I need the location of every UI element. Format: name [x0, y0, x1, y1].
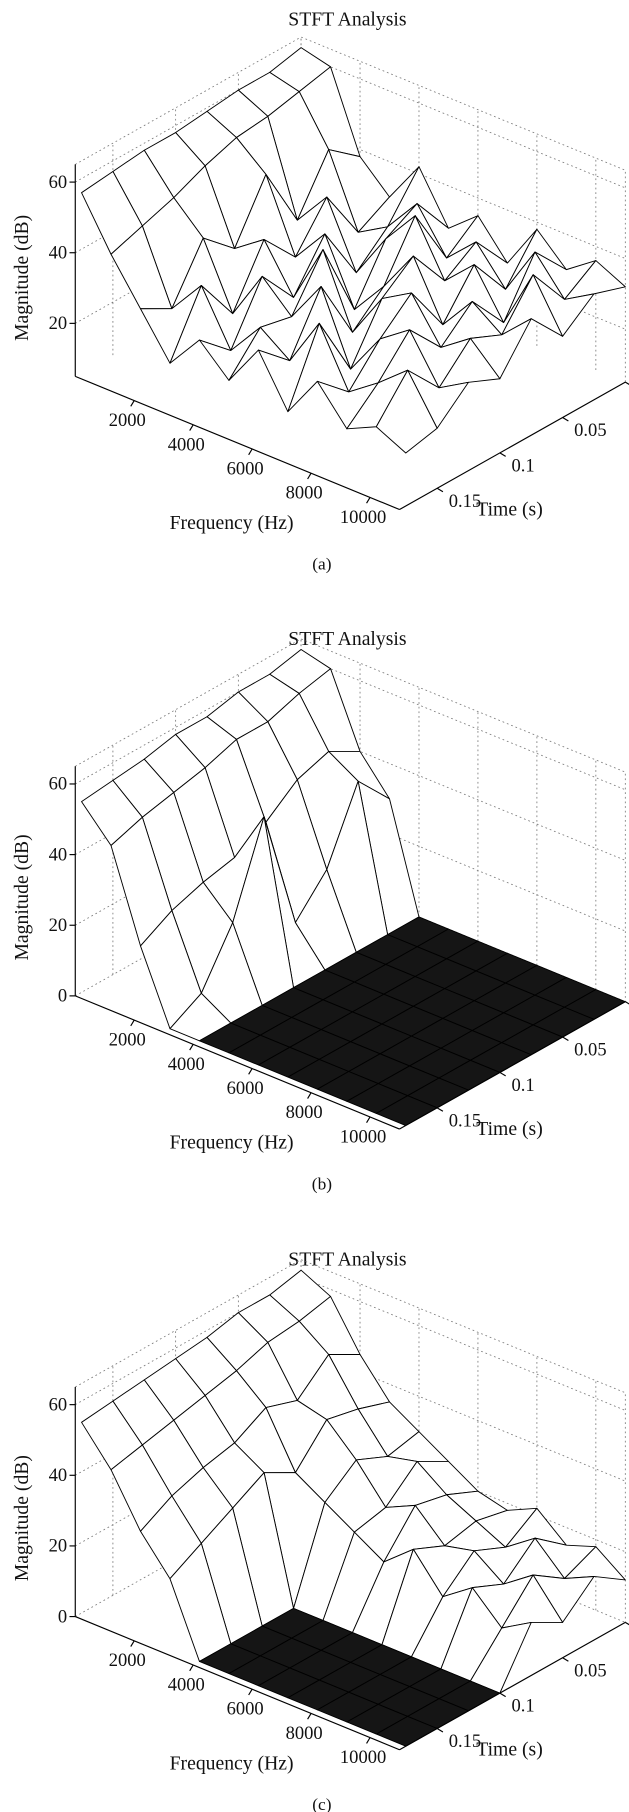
x-tick [130, 400, 135, 407]
z-axis-label: Magnitude (dB) [11, 1455, 33, 1581]
x-tick-label: 2000 [109, 1030, 146, 1051]
z-tick-label: 40 [49, 844, 68, 865]
z-axis-label: Magnitude (dB) [11, 834, 33, 960]
y-axis-label: Time (s) [476, 498, 542, 520]
y-axis-label: Time (s) [476, 1118, 542, 1140]
x-tick [130, 1019, 135, 1027]
y-axis-label: Time (s) [476, 1739, 542, 1761]
x-axis-label: Frequency (Hz) [170, 512, 294, 534]
x-tick-label: 6000 [227, 458, 264, 479]
x-tick [307, 1092, 312, 1099]
z-tick-label: 60 [49, 172, 68, 193]
z-tick-label: 0 [58, 986, 67, 1007]
y-tick [436, 1728, 444, 1733]
z-tick-label: 20 [49, 1536, 68, 1557]
chart-title: STFT Analysis [288, 1249, 406, 1271]
x-tick [366, 1737, 371, 1744]
x-tick [189, 1664, 194, 1672]
y-tick [436, 1107, 444, 1112]
x-axis [75, 1616, 400, 1751]
y-tick-label: 0.05 [574, 420, 606, 441]
z-tick-label: 40 [49, 1465, 68, 1486]
x-tick [248, 1688, 253, 1696]
x-tick [307, 1713, 312, 1720]
x-tick [248, 448, 253, 456]
y-tick [562, 1657, 569, 1662]
y-tick-label: 0.1 [511, 1696, 534, 1717]
x-tick [189, 1044, 194, 1051]
y-tick-label: 0.1 [511, 1075, 534, 1096]
y-tick-label: 0.05 [574, 1660, 606, 1681]
panel: STFT Analysis (b) 2000 4000 6000 8000 10000 0 0.… [11, 628, 629, 1193]
x-tick-label: 4000 [168, 434, 205, 455]
x-tick-label: 10000 [340, 1126, 386, 1147]
y-tick [562, 417, 569, 422]
z-tick-label: 20 [49, 313, 68, 334]
x-tick-label: 8000 [286, 1102, 323, 1123]
y-axis [399, 1001, 626, 1130]
y-tick [499, 1071, 506, 1077]
z-axis-label: Magnitude (dB) [11, 215, 33, 341]
x-axis [75, 375, 400, 511]
caption: (a) [312, 555, 331, 574]
x-tick-label: 10000 [340, 1747, 386, 1768]
panel: STFT Analysis (c) 2000 4000 6000 8000 10000 0 0.… [11, 1249, 629, 1812]
x-tick-label: 2000 [109, 1650, 146, 1671]
x-tick [130, 1640, 135, 1647]
x-axis-label: Frequency (Hz) [170, 1752, 294, 1774]
x-tick-label: 4000 [168, 1054, 205, 1075]
x-axis-label: Frequency (Hz) [170, 1132, 294, 1154]
y-tick-label: 0.1 [511, 455, 534, 476]
y-tick [625, 1621, 629, 1626]
x-tick [366, 497, 371, 504]
x-axis [75, 995, 400, 1130]
y-axis [399, 1621, 626, 1751]
chart-title: STFT Analysis [288, 8, 406, 30]
x-tick-label: 8000 [286, 483, 323, 504]
y-tick [625, 1001, 629, 1005]
caption: (c) [312, 1795, 331, 1812]
y-tick [625, 381, 629, 386]
chart-title: STFT Analysis [288, 628, 406, 650]
y-tick-label: 0.15 [449, 491, 481, 512]
z-tick-label: 60 [49, 1394, 68, 1415]
x-tick [366, 1116, 371, 1124]
y-tick [562, 1036, 569, 1042]
x-tick [189, 424, 194, 431]
z-tick-label: 20 [49, 915, 68, 936]
x-tick-label: 10000 [340, 507, 386, 528]
z-tick-label: 40 [49, 243, 68, 264]
x-tick-label: 6000 [227, 1078, 264, 1099]
x-tick-label: 4000 [168, 1674, 205, 1695]
z-tick-label: 60 [49, 774, 68, 795]
x-tick-label: 8000 [286, 1723, 323, 1744]
y-tick [436, 487, 444, 493]
y-tick [499, 1692, 506, 1698]
y-tick-label: 0.15 [449, 1731, 481, 1752]
x-tick-label: 6000 [227, 1699, 264, 1720]
z-tick-label: 0 [58, 1606, 67, 1627]
mesh-cell [375, 369, 438, 454]
x-tick [248, 1068, 253, 1075]
figure-body: STFT Analysis (a) 2000 4000 6000 8000 10000 0 0.… [11, 8, 629, 1812]
y-tick [499, 452, 506, 457]
panel: STFT Analysis(a)20004000600080001000000.… [11, 8, 629, 574]
caption: (b) [312, 1174, 332, 1193]
x-tick-label: 2000 [109, 410, 146, 431]
y-tick-label: 0.15 [449, 1110, 481, 1131]
x-tick [307, 472, 312, 480]
y-tick-label: 0.05 [574, 1040, 606, 1061]
